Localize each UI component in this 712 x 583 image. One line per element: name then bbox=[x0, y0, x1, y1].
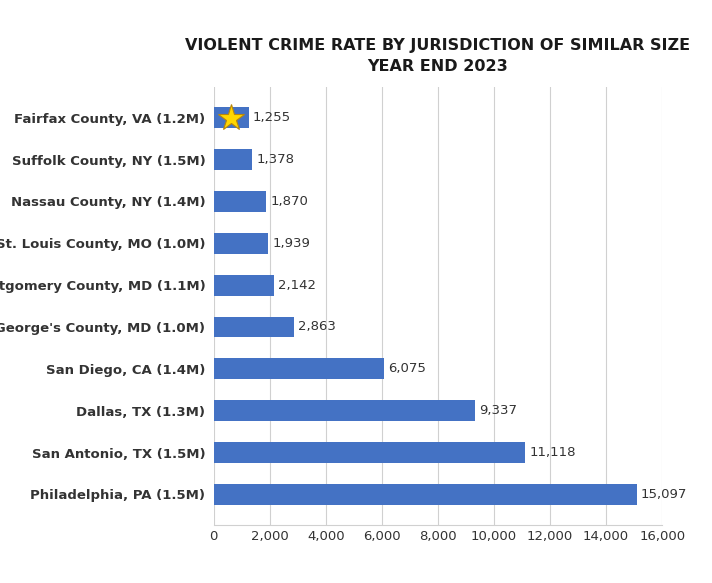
Bar bbox=[214, 400, 476, 421]
Bar bbox=[214, 317, 294, 338]
Text: 1,939: 1,939 bbox=[272, 237, 310, 250]
Text: 1,378: 1,378 bbox=[256, 153, 295, 166]
Bar bbox=[214, 149, 252, 170]
Text: 9,337: 9,337 bbox=[480, 404, 518, 417]
Text: 6,075: 6,075 bbox=[388, 363, 426, 375]
Title: VIOLENT CRIME RATE BY JURISDICTION OF SIMILAR SIZE
YEAR END 2023: VIOLENT CRIME RATE BY JURISDICTION OF SI… bbox=[185, 38, 691, 74]
Bar bbox=[214, 191, 266, 212]
Bar bbox=[214, 107, 248, 128]
Text: 15,097: 15,097 bbox=[641, 488, 687, 501]
Bar bbox=[214, 359, 384, 380]
Bar bbox=[214, 275, 273, 296]
Text: 2,142: 2,142 bbox=[278, 279, 316, 292]
Text: 1,870: 1,870 bbox=[271, 195, 308, 208]
Text: 11,118: 11,118 bbox=[530, 446, 576, 459]
Text: 1,255: 1,255 bbox=[253, 111, 291, 124]
Bar bbox=[214, 233, 268, 254]
Bar bbox=[214, 484, 637, 505]
Text: 2,863: 2,863 bbox=[298, 321, 336, 333]
Bar bbox=[214, 442, 525, 463]
